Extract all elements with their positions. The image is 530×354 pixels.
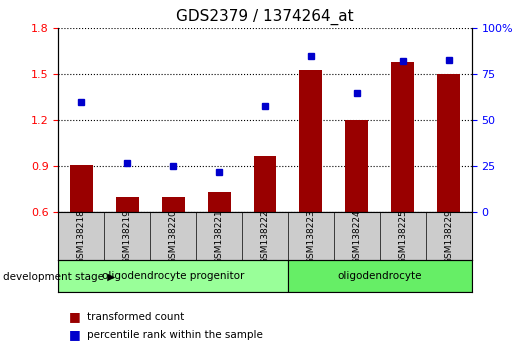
- Bar: [116, 197, 139, 212]
- Text: development stage ▶: development stage ▶: [3, 272, 115, 282]
- Text: GSM138225: GSM138225: [399, 209, 407, 264]
- Text: ■: ■: [69, 328, 81, 341]
- Text: GSM138222: GSM138222: [261, 209, 269, 264]
- Text: GSM138229: GSM138229: [444, 209, 453, 264]
- Text: GSM138223: GSM138223: [306, 209, 315, 264]
- Text: GSM138224: GSM138224: [352, 209, 361, 264]
- Bar: [70, 165, 93, 212]
- Text: ■: ■: [69, 310, 81, 323]
- Text: percentile rank within the sample: percentile rank within the sample: [87, 330, 263, 339]
- Bar: [437, 74, 460, 212]
- Text: GSM138221: GSM138221: [215, 209, 224, 264]
- Bar: [299, 70, 322, 212]
- Bar: [208, 193, 231, 212]
- Text: GSM138218: GSM138218: [77, 209, 86, 264]
- Text: oligodendrocyte: oligodendrocyte: [338, 271, 422, 281]
- Bar: [162, 197, 184, 212]
- Bar: [288, 260, 472, 292]
- Text: GDS2379 / 1374264_at: GDS2379 / 1374264_at: [176, 9, 354, 25]
- Text: transformed count: transformed count: [87, 312, 184, 322]
- Bar: [58, 260, 288, 292]
- Text: GSM138220: GSM138220: [169, 209, 178, 264]
- Bar: [391, 62, 414, 212]
- Text: oligodendrocyte progenitor: oligodendrocyte progenitor: [102, 271, 244, 281]
- Text: GSM138219: GSM138219: [123, 209, 131, 264]
- Bar: [253, 156, 277, 212]
- Bar: [346, 120, 368, 212]
